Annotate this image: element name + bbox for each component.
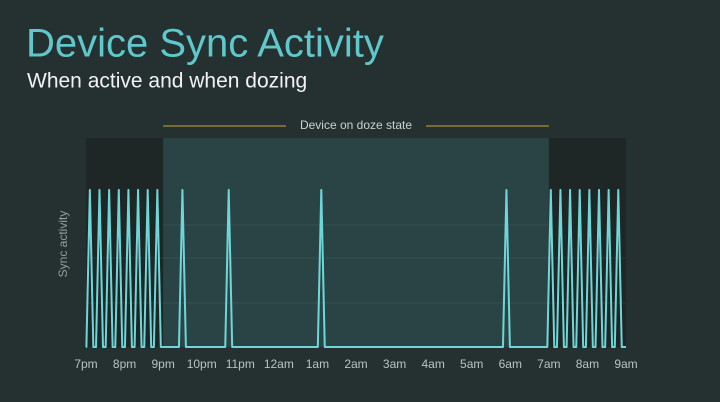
x-tick-label: 7pm	[74, 357, 97, 371]
x-tick-label: 12am	[264, 357, 294, 371]
annotation-text: Device on doze state	[300, 118, 412, 132]
x-tick-label: 6am	[499, 357, 522, 371]
x-tick-label: 9pm	[151, 357, 174, 371]
x-tick-label: 8pm	[113, 357, 136, 371]
x-tick-label: 4am	[421, 357, 444, 371]
subtitle: When active and when dozing	[27, 70, 307, 93]
x-tick-label: 11pm	[226, 357, 255, 371]
doze-region	[163, 138, 549, 347]
x-tick-label: 8am	[576, 357, 599, 371]
x-tick-label: 3am	[383, 357, 406, 371]
x-tick-label: 2am	[344, 357, 367, 371]
y-axis-label: Sync activity	[56, 211, 70, 278]
x-tick-label: 9am	[614, 357, 637, 371]
title: Device Sync Activity	[26, 22, 384, 66]
sync-line	[85, 188, 626, 348]
x-tick-label: 7am	[537, 357, 560, 371]
x-tick-label: 10pm	[187, 357, 217, 371]
x-tick-label: 5am	[460, 357, 483, 371]
x-tick-label: 1am	[306, 357, 329, 371]
